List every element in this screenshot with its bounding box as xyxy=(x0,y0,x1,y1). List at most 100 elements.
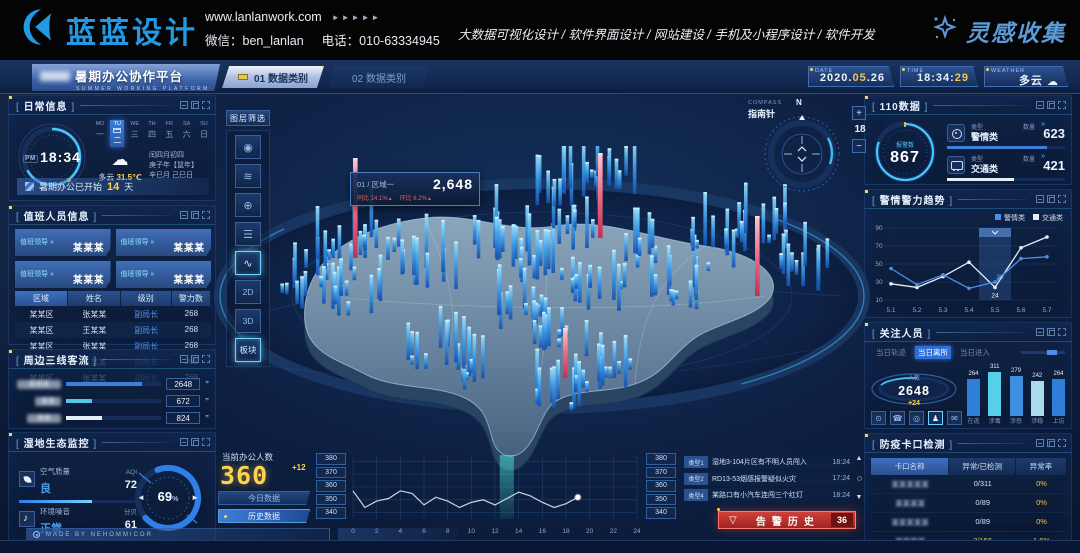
chart-slider[interactable] xyxy=(1021,350,1065,355)
camera-icon[interactable]: ◎ xyxy=(909,411,924,425)
date-box: DATE 2020.05.26 xyxy=(808,66,894,87)
weekday-active[interactable]: TU 二 xyxy=(110,120,125,147)
weather-widget: ☁ 多云 31.5℃ xyxy=(95,151,145,183)
flow-value: 2648 xyxy=(166,378,201,390)
maximize-icon[interactable] xyxy=(191,355,199,363)
duty-card[interactable]: 值班领导某某某 xyxy=(115,261,211,288)
maximize-icon[interactable] xyxy=(1047,101,1055,109)
maximize-icon[interactable] xyxy=(1047,328,1055,336)
layer-blocks-button[interactable]: 板块 xyxy=(235,338,261,362)
alert-item[interactable]: 类型2 RD13-53烟感报警疑似火灾 17:24 xyxy=(684,471,850,486)
tab-data-category-1[interactable]: 01 数据类别 xyxy=(222,66,324,88)
expand-icon[interactable] xyxy=(1058,101,1066,109)
duty-card[interactable]: 值班领导某某某 xyxy=(15,261,111,288)
svg-text:22: 22 xyxy=(610,528,618,535)
pin-icon[interactable] xyxy=(180,101,188,109)
svg-text:5.5: 5.5 xyxy=(990,307,999,314)
inspiration-collect[interactable]: 灵感收集 xyxy=(932,14,1066,48)
expand-icon[interactable] xyxy=(1058,439,1066,447)
expand-icon[interactable] xyxy=(1058,195,1066,203)
office-line-chart[interactable]: 0 2 4 6 8 10 12 14 16 18 20 22 24 xyxy=(350,453,640,539)
site-header: 蓝蓝设计 www.lanlanwork.com ►►►►► 微信：ben_lan… xyxy=(0,0,1080,60)
weekday[interactable]: MO 一 xyxy=(95,121,105,139)
tab-daily-leave[interactable]: 当日离所 xyxy=(915,346,951,359)
gauge-right-arrow-icon[interactable]: ► xyxy=(191,493,199,502)
flag-icon xyxy=(25,182,34,191)
weekday[interactable]: TH 四 xyxy=(147,121,156,139)
pin-icon[interactable] xyxy=(180,355,188,363)
alarm-type-row: 类型 警情类 » 数量 623 xyxy=(947,121,1065,152)
expand-icon[interactable] xyxy=(202,355,210,363)
today-data-button[interactable]: 今日数据 xyxy=(218,491,310,505)
layer-signal-button[interactable]: ≋ xyxy=(235,164,261,188)
map-zoom-out-button[interactable]: − xyxy=(852,139,866,153)
map-3d[interactable] xyxy=(210,132,878,486)
site-url[interactable]: www.lanlanwork.com xyxy=(205,10,322,24)
layer-3d-button[interactable]: 3D xyxy=(235,309,261,333)
person-icon[interactable]: ♟ xyxy=(928,411,943,425)
panel-title: 湿地生态监控 xyxy=(16,435,97,450)
line-label: 某某 xyxy=(27,413,61,423)
maximize-icon[interactable] xyxy=(1047,439,1055,447)
history-data-button[interactable]: 历史数据 xyxy=(218,509,310,523)
scroll-up-icon[interactable]: ▲ xyxy=(855,455,863,462)
brand-logo[interactable]: 蓝蓝设计 xyxy=(18,7,198,52)
flow-bar xyxy=(66,416,103,420)
expand-icon[interactable] xyxy=(1058,328,1066,336)
pin-icon[interactable] xyxy=(180,211,188,219)
bar: 279 xyxy=(1009,368,1023,416)
date-label: DATE xyxy=(815,68,834,74)
tab-data-category-2[interactable]: 02 数据类别 xyxy=(328,66,430,88)
weekday[interactable]: FR 五 xyxy=(165,121,174,139)
phone-icon[interactable]: ☎ xyxy=(890,411,905,425)
pin-icon[interactable] xyxy=(1036,101,1044,109)
maximize-icon[interactable] xyxy=(1047,195,1055,203)
tab-daily-enter[interactable]: 当日进入 xyxy=(960,348,990,357)
expand-icon[interactable] xyxy=(202,101,210,109)
scroll-handle[interactable] xyxy=(856,475,862,481)
expand-icon[interactable] xyxy=(202,438,210,446)
scroll-down-icon[interactable]: ▼ xyxy=(855,494,863,501)
trend-chart[interactable]: 90 70 50 30 10 30 24 5.1 5.2 5.3 5.4 5.5 5.6 5.7 xyxy=(871,220,1067,316)
alert-history-banner[interactable]: ▽ 告警历史 36 xyxy=(717,508,856,529)
chart-icon: ∿ xyxy=(243,257,253,270)
gauge-left-arrow-icon[interactable]: ◄ xyxy=(137,493,145,502)
expand-icon[interactable] xyxy=(202,211,210,219)
duty-card[interactable]: 值班领导某某某 xyxy=(15,229,111,256)
weekday[interactable]: SU 日 xyxy=(199,121,208,139)
copyright-icon xyxy=(33,531,40,538)
panel-title: 关注人员 xyxy=(872,325,931,340)
table-row: 某某某某某 0/89 0% xyxy=(871,513,1067,532)
pin-icon[interactable] xyxy=(1036,328,1044,336)
alert-item[interactable]: 类型1 湿地3-104片区有不明人员闯入 18:24 xyxy=(684,455,850,469)
layer-list-button[interactable]: ☰ xyxy=(235,222,261,246)
alert-item[interactable]: 类型4 某路口有小汽车连闯三个红灯 18:24 xyxy=(684,488,850,502)
layer-target-button[interactable]: ⊕ xyxy=(235,193,261,217)
map-zoom-in-button[interactable]: + xyxy=(852,106,866,120)
arrow-icon: » xyxy=(1041,153,1045,160)
layer-chart-button[interactable]: ∿ xyxy=(235,251,261,275)
svg-text:2: 2 xyxy=(375,528,379,535)
maximize-icon[interactable] xyxy=(191,211,199,219)
pin-icon[interactable] xyxy=(180,438,188,446)
mail-icon[interactable]: ✉ xyxy=(947,411,962,425)
svg-text:24: 24 xyxy=(991,292,999,299)
map-zoom-level: 18 xyxy=(854,124,866,135)
data-bars xyxy=(280,132,830,411)
calendar-icon xyxy=(113,128,122,133)
layer-2d-button[interactable]: 2D xyxy=(235,280,261,304)
tab-daily-track[interactable]: 当日轨迹 xyxy=(876,348,906,357)
duty-card[interactable]: 值班领导某某某 xyxy=(115,229,211,256)
svg-text:8: 8 xyxy=(446,528,450,535)
layer-camera-button[interactable]: ◉ xyxy=(235,135,261,159)
pin-icon[interactable] xyxy=(1036,195,1044,203)
maximize-icon[interactable] xyxy=(191,438,199,446)
pin-icon[interactable] xyxy=(1036,439,1044,447)
weekday[interactable]: WE 三 xyxy=(130,121,140,139)
maximize-icon[interactable] xyxy=(191,101,199,109)
weekday[interactable]: SA 六 xyxy=(182,121,191,139)
target-icon[interactable]: ⊙ xyxy=(871,411,886,425)
watermark-bar: MADE BY NEHOMMICOR xyxy=(26,528,330,541)
